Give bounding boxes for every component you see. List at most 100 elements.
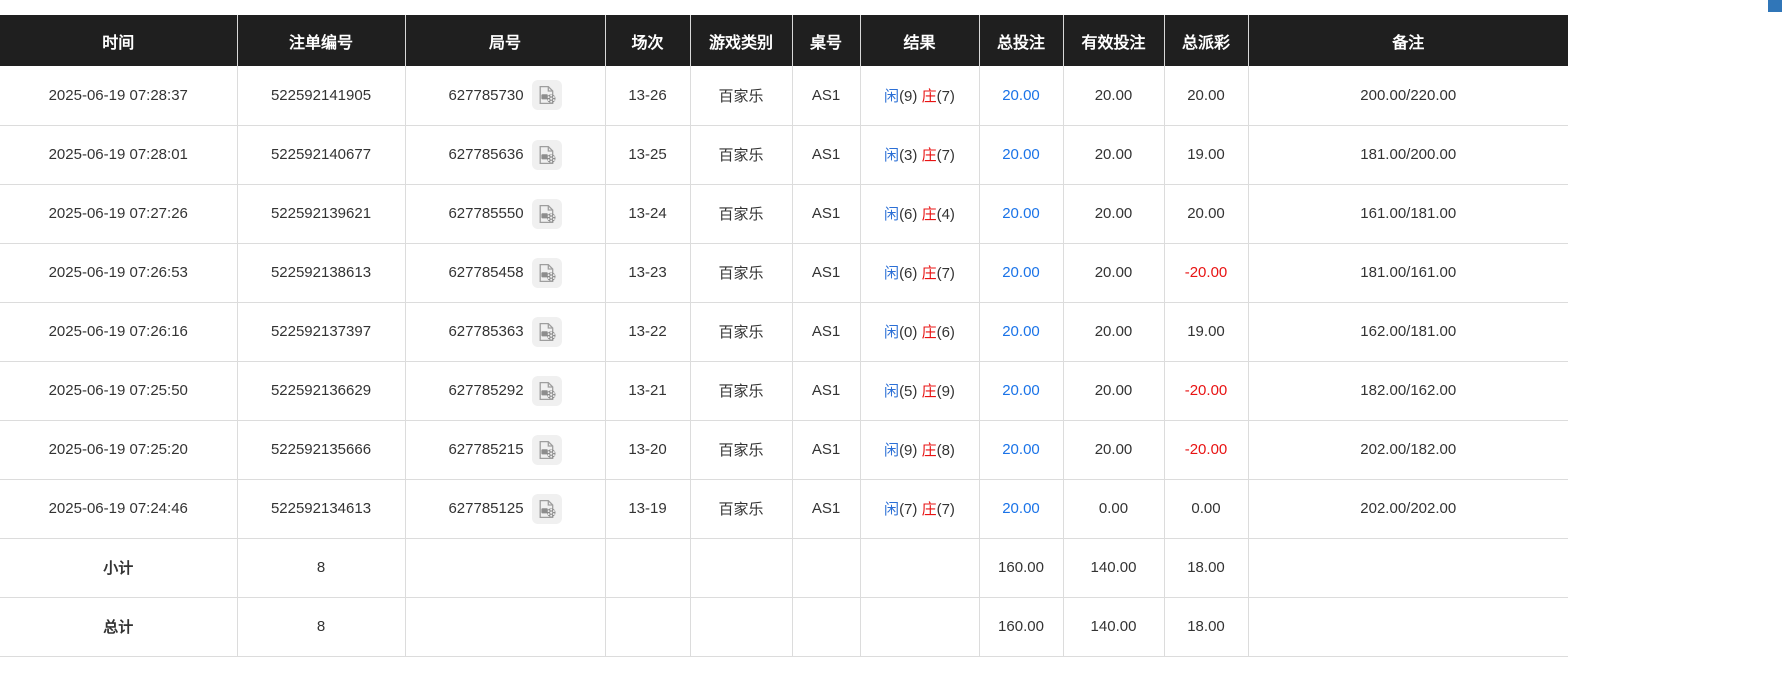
cell-table-no: AS1 xyxy=(792,184,861,244)
col-header-total-payout[interactable]: 总派彩 xyxy=(1164,15,1249,66)
cell-result: 闲(9) 庄(7) xyxy=(860,66,980,126)
cell-total-bet: 20.00 xyxy=(979,361,1064,421)
cell-valid-bet: 20.00 xyxy=(1063,184,1165,244)
col-header-valid-bet[interactable]: 有效投注 xyxy=(1063,15,1165,66)
cell-valid-bet: 0.00 xyxy=(1063,479,1165,539)
video-replay-icon[interactable] xyxy=(531,257,562,288)
total-bet-link[interactable]: 20.00 xyxy=(1002,205,1040,222)
video-replay-icon[interactable] xyxy=(531,493,562,524)
result-player-label: 闲 xyxy=(884,206,900,223)
cell-round-no: 627785215 xyxy=(405,420,606,480)
col-header-remark[interactable]: 备注 xyxy=(1248,15,1568,66)
summary-round-no xyxy=(405,597,606,657)
total-bet-link[interactable]: 20.00 xyxy=(1002,146,1040,163)
round-no-text: 627785363 xyxy=(448,323,524,340)
cell-game-type: 百家乐 xyxy=(690,66,793,126)
cell-time: 2025-06-19 07:25:20 xyxy=(0,420,238,480)
cell-table-no: AS1 xyxy=(792,420,861,480)
total-bet-link[interactable]: 20.00 xyxy=(1002,323,1040,340)
col-header-game-type[interactable]: 游戏类别 xyxy=(690,15,793,66)
cell-total-bet: 20.00 xyxy=(979,125,1064,185)
col-header-total-bet[interactable]: 总投注 xyxy=(979,15,1064,66)
total-payout-value: 0.00 xyxy=(1191,500,1221,517)
summary-total-bet: 160.00 xyxy=(979,597,1064,657)
cell-round-no: 627785636 xyxy=(405,125,606,185)
cell-total-bet: 20.00 xyxy=(979,66,1064,126)
video-replay-icon[interactable] xyxy=(531,80,562,111)
summary-session xyxy=(605,538,691,598)
result-banker-label: 庄 xyxy=(921,383,937,400)
result-player-value: (9) xyxy=(899,87,918,105)
total-bet-link[interactable]: 20.00 xyxy=(1002,500,1040,517)
col-header-time[interactable]: 时间 xyxy=(0,15,238,66)
round-no-text: 627785636 xyxy=(448,146,524,163)
col-header-round-no[interactable]: 局号 xyxy=(405,15,606,66)
cell-round-no: 627785458 xyxy=(405,243,606,303)
bet-history-table-wrap: 时间 注单编号 局号 场次 游戏类别 桌号 结果 总投注 有效投注 总派彩 备注… xyxy=(0,15,1568,657)
table-row: 2025-06-19 07:26:53 522592138613 627785458… xyxy=(0,243,1568,303)
cell-total-payout: -20.00 xyxy=(1164,361,1249,421)
result-banker-label: 庄 xyxy=(921,265,937,282)
result-banker-label: 庄 xyxy=(921,501,937,518)
video-replay-icon[interactable] xyxy=(531,434,562,465)
col-header-result[interactable]: 结果 xyxy=(860,15,980,66)
result-player-value: (5) xyxy=(899,383,918,400)
cell-total-payout: 20.00 xyxy=(1164,184,1249,244)
table-header-row: 时间 注单编号 局号 场次 游戏类别 桌号 结果 总投注 有效投注 总派彩 备注 xyxy=(0,15,1568,66)
col-header-order-no[interactable]: 注单编号 xyxy=(237,15,406,66)
result-banker-value: (4) xyxy=(936,206,955,223)
table-header: 时间 注单编号 局号 场次 游戏类别 桌号 结果 总投注 有效投注 总派彩 备注 xyxy=(0,15,1568,66)
summary-remark xyxy=(1248,538,1568,598)
result-banker-value: (7) xyxy=(936,147,955,164)
result-player-value: (6) xyxy=(899,206,918,223)
total-bet-link[interactable]: 20.00 xyxy=(1002,264,1040,281)
result-banker-value: (7) xyxy=(936,87,955,105)
cell-session: 13-24 xyxy=(605,184,691,244)
cell-remark: 162.00/181.00 xyxy=(1248,302,1568,362)
table-row: 2025-06-19 07:24:46 522592134613 627785125… xyxy=(0,479,1568,539)
total-bet-link[interactable]: 20.00 xyxy=(1002,441,1040,458)
cell-result: 闲(9) 庄(8) xyxy=(860,420,980,480)
cell-session: 13-20 xyxy=(605,420,691,480)
cell-order-no: 522592137397 xyxy=(237,302,406,362)
cell-time: 2025-06-19 07:28:01 xyxy=(0,125,238,185)
result-banker-label: 庄 xyxy=(921,206,937,223)
cell-time: 2025-06-19 07:25:50 xyxy=(0,361,238,421)
cell-total-payout: 20.00 xyxy=(1164,66,1249,126)
total-payout-value: -20.00 xyxy=(1184,441,1228,458)
round-no-text: 627785550 xyxy=(448,205,524,222)
total-bet-link[interactable]: 20.00 xyxy=(1002,382,1040,399)
cell-order-no: 522592138613 xyxy=(237,243,406,303)
cell-total-payout: 19.00 xyxy=(1164,302,1249,362)
result-banker-value: (7) xyxy=(936,265,955,282)
summary-result xyxy=(860,597,980,657)
total-payout-value: 19.00 xyxy=(1187,146,1225,163)
cell-remark: 202.00/202.00 xyxy=(1248,479,1568,539)
cell-result: 闲(0) 庄(6) xyxy=(860,302,980,362)
video-replay-icon[interactable] xyxy=(531,139,562,170)
cell-order-no: 522592134613 xyxy=(237,479,406,539)
total-payout-value: 19.00 xyxy=(1187,323,1225,340)
cell-remark: 200.00/220.00 xyxy=(1248,66,1568,126)
cell-table-no: AS1 xyxy=(792,302,861,362)
video-replay-icon[interactable] xyxy=(531,375,562,406)
cell-game-type: 百家乐 xyxy=(690,302,793,362)
summary-row: 小计 8 160.00 140.00 18.00 xyxy=(0,538,1568,598)
cell-table-no: AS1 xyxy=(792,125,861,185)
result-banker-value: (8) xyxy=(936,442,955,459)
col-header-session[interactable]: 场次 xyxy=(605,15,691,66)
result-banker-value: (7) xyxy=(936,501,955,518)
round-no-text: 627785215 xyxy=(448,441,524,458)
video-replay-icon[interactable] xyxy=(531,316,562,347)
video-replay-icon[interactable] xyxy=(531,198,562,229)
cell-total-bet: 20.00 xyxy=(979,420,1064,480)
cell-game-type: 百家乐 xyxy=(690,125,793,185)
table-row: 2025-06-19 07:27:26 522592139621 627785550… xyxy=(0,184,1568,244)
total-bet-link[interactable]: 20.00 xyxy=(1002,86,1040,104)
result-player-value: (7) xyxy=(899,501,918,518)
result-player-label: 闲 xyxy=(884,501,900,518)
cell-game-type: 百家乐 xyxy=(690,479,793,539)
round-no-text: 627785125 xyxy=(448,500,524,517)
result-player-value: (9) xyxy=(899,442,918,459)
col-header-table-no[interactable]: 桌号 xyxy=(792,15,861,66)
